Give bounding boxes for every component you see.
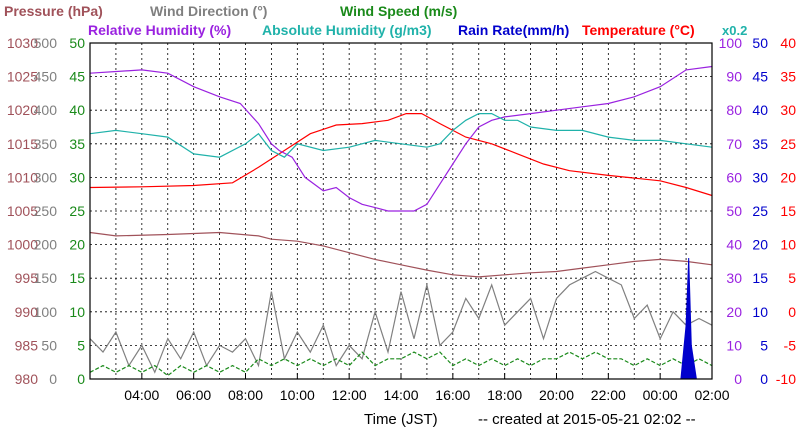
series-absolute-humidity [89, 113, 713, 158]
rain-tick-label: 35 [752, 136, 768, 152]
abs-humidity-scale-note: x0.2 [722, 23, 747, 38]
temperature-tick-label: 15 [780, 203, 796, 219]
legend: Pressure (hPa) Wind Direction (°) Wind S… [4, 3, 747, 38]
wind_speed-tick-label: 45 [69, 69, 85, 85]
temperature-tick-label: -10 [776, 371, 796, 387]
humidity-tick-label: 90 [726, 69, 742, 85]
pressure-tick-label: 1030 [7, 35, 38, 51]
x-tick-label: 10:00 [280, 387, 315, 403]
wind_dir-tick-label: 250 [34, 203, 58, 219]
legend-wind-speed: Wind Speed (m/s) [340, 3, 457, 19]
x-tick-label: 06:00 [176, 387, 211, 403]
wind_dir-tick-label: 400 [34, 102, 58, 118]
wind_dir-tick-label: 150 [34, 270, 58, 286]
pressure-tick-label: 985 [15, 337, 39, 353]
humidity-tick-label: 70 [726, 136, 742, 152]
pressure-tick-label: 980 [15, 371, 39, 387]
rain-tick-label: 40 [752, 102, 768, 118]
wind_dir-tick-label: 350 [34, 136, 58, 152]
temperature-tick-label: 40 [780, 35, 796, 51]
humidity-tick-label: 30 [726, 270, 742, 286]
legend-absolute-humidity: Absolute Humidity (g/m3) [262, 22, 432, 38]
rain-tick-label: 0 [760, 371, 768, 387]
temperature-tick-label: -5 [784, 337, 797, 353]
x-tick-label: 20:00 [539, 387, 574, 403]
pressure-tick-label: 990 [15, 304, 39, 320]
pressure-tick-label: 1000 [7, 237, 38, 253]
x-tick-label: 08:00 [228, 387, 263, 403]
x-tick-label: 12:00 [332, 387, 367, 403]
wind_speed-tick-label: 50 [69, 35, 85, 51]
wind_dir-tick-label: 50 [41, 337, 57, 353]
legend-relative-humidity: Relative Humidity (%) [88, 22, 231, 38]
pressure-tick-label: 1020 [7, 102, 38, 118]
plot-frame [89, 42, 713, 380]
grid [90, 43, 712, 379]
wind_speed-tick-label: 5 [77, 337, 85, 353]
axes: 04:00 06:00 08:00 10:00 12:00 14:00 16:00 18:00… [7, 35, 796, 403]
rain-tick-label: 5 [760, 337, 768, 353]
temperature-tick-label: 30 [780, 102, 796, 118]
x-tick-label: 04:00 [124, 387, 159, 403]
rain-tick-label: 45 [752, 69, 768, 85]
legend-wind-direction: Wind Direction (°) [150, 3, 267, 19]
pressure-tick-label: 1005 [7, 203, 38, 219]
series-relative-humidity [89, 65, 713, 212]
x-tick-label: 18:00 [487, 387, 522, 403]
series-pressure [89, 231, 713, 278]
wind_speed-tick-label: 25 [69, 203, 85, 219]
x-tick-label: 00:00 [643, 387, 678, 403]
x-tick-label: 14:00 [383, 387, 418, 403]
rain-tick-label: 15 [752, 270, 768, 286]
wind_speed-tick-label: 40 [69, 102, 85, 118]
temperature-tick-label: 5 [788, 270, 796, 286]
wind_speed-tick-label: 30 [69, 169, 85, 185]
temperature-tick-label: 20 [780, 169, 796, 185]
wind_speed-tick-label: 0 [77, 371, 85, 387]
humidity-tick-label: 0 [734, 371, 742, 387]
humidity-tick-label: 40 [726, 237, 742, 253]
wind_speed-tick-label: 10 [69, 304, 85, 320]
wind_speed-tick-label: 15 [69, 270, 85, 286]
footer-created-at: -- created at 2015-05-21 02:02 -- [478, 411, 696, 428]
temperature-tick-label: 10 [780, 237, 796, 253]
humidity-tick-label: 50 [726, 203, 742, 219]
rain-tick-label: 30 [752, 169, 768, 185]
wind_speed-tick-label: 35 [69, 136, 85, 152]
rain-tick-label: 50 [752, 35, 768, 51]
humidity-tick-label: 20 [726, 304, 742, 320]
wind_speed-tick-label: 20 [69, 237, 85, 253]
legend-pressure: Pressure (hPa) [4, 3, 103, 19]
humidity-tick-label: 100 [719, 35, 743, 51]
temperature-tick-label: 35 [780, 69, 796, 85]
rain-tick-label: 25 [752, 203, 768, 219]
series-temperature [89, 113, 713, 197]
series-wind-direction [89, 270, 713, 374]
legend-temperature: Temperature (°C) [582, 22, 695, 38]
x-tick-label: 22:00 [591, 387, 626, 403]
x-tick-label: 16:00 [435, 387, 470, 403]
x-tick-label: 02:00 [694, 387, 729, 403]
rain-tick-label: 20 [752, 237, 768, 253]
wind_dir-tick-label: 100 [34, 304, 58, 320]
series-wind-speed [89, 351, 713, 377]
pressure-tick-label: 1010 [7, 169, 38, 185]
wind_dir-tick-label: 300 [34, 169, 58, 185]
pressure-tick-label: 1025 [7, 69, 38, 85]
wind_dir-tick-label: 200 [34, 237, 58, 253]
humidity-tick-label: 10 [726, 337, 742, 353]
rain-tick-label: 10 [752, 304, 768, 320]
humidity-tick-label: 60 [726, 169, 742, 185]
legend-rain-rate: Rain Rate(mm/h) [458, 22, 569, 38]
humidity-tick-label: 80 [726, 102, 742, 118]
pressure-tick-label: 995 [15, 270, 39, 286]
pressure-tick-label: 1015 [7, 136, 38, 152]
wind_dir-tick-label: 450 [34, 69, 58, 85]
x-axis-label: Time (JST) [364, 411, 438, 428]
temperature-tick-label: 25 [780, 136, 796, 152]
temperature-tick-label: 0 [788, 304, 796, 320]
wind_dir-tick-label: 500 [34, 35, 58, 51]
wind_dir-tick-label: 0 [49, 371, 57, 387]
